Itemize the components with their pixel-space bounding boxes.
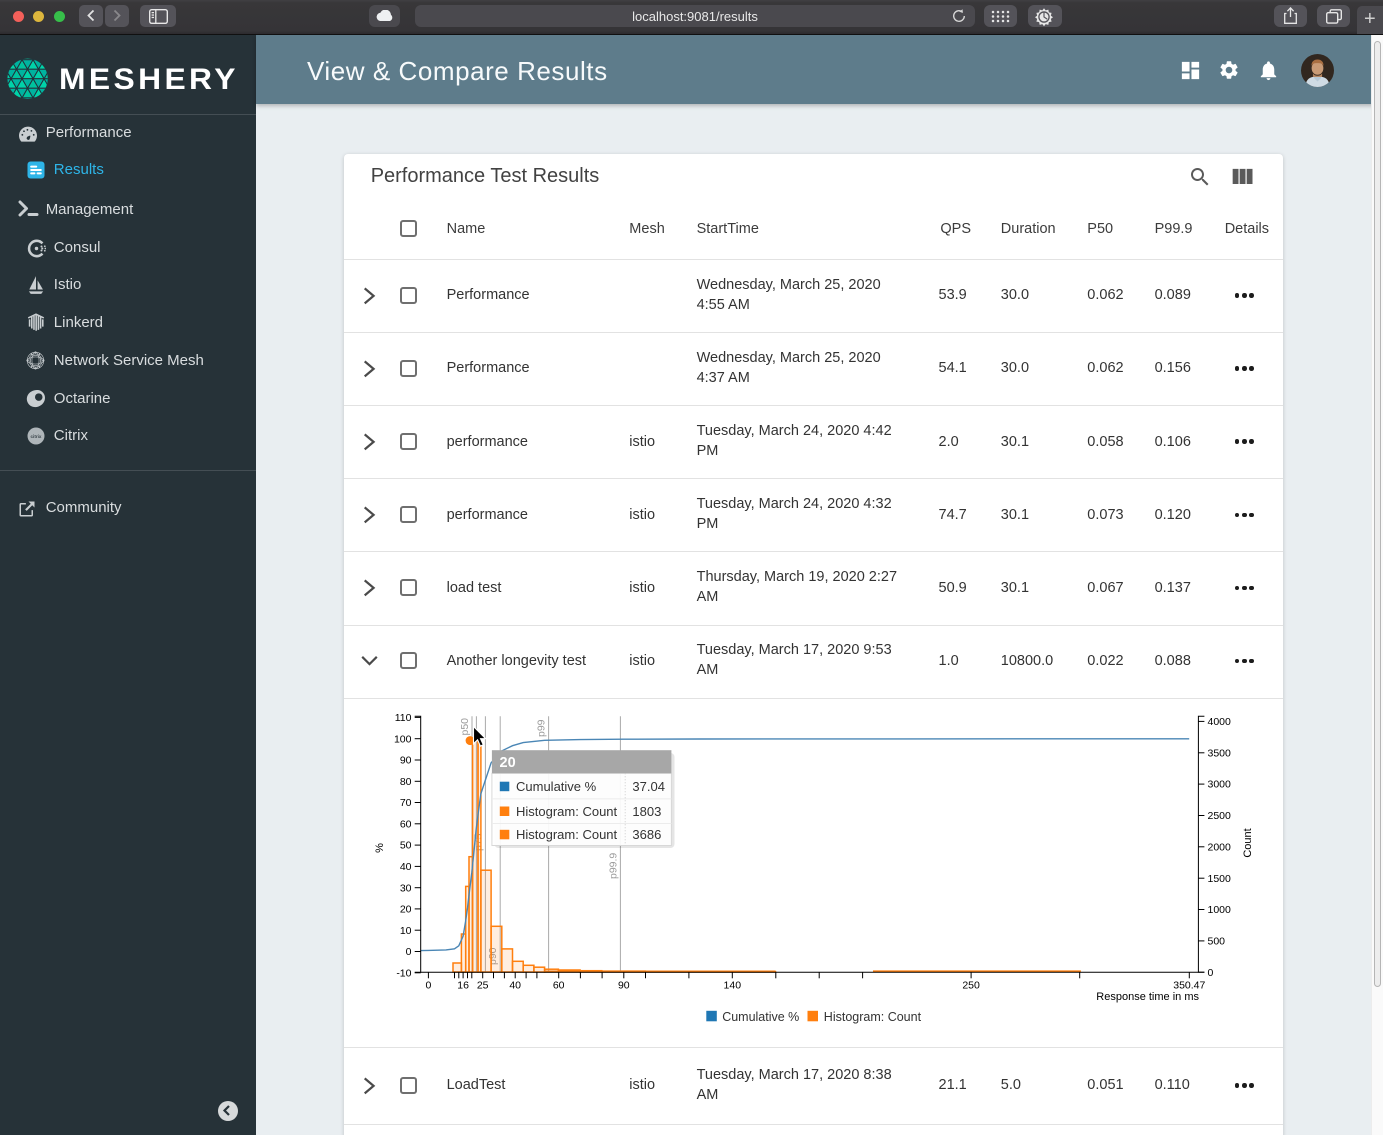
svg-text:Cumulative %: Cumulative %: [722, 1010, 799, 1024]
svg-text:2500: 2500: [1208, 810, 1232, 822]
svg-text:20: 20: [500, 755, 516, 771]
svg-text:40: 40: [509, 980, 521, 992]
svg-text:Count: Count: [1242, 828, 1254, 857]
svg-text:1500: 1500: [1208, 873, 1232, 885]
svg-text:1803: 1803: [632, 804, 661, 819]
svg-text:2000: 2000: [1208, 841, 1232, 853]
svg-text:25: 25: [477, 980, 489, 992]
svg-text:1000: 1000: [1208, 904, 1232, 916]
svg-text:500: 500: [1208, 936, 1226, 948]
svg-text:p50: p50: [459, 718, 471, 736]
svg-text:70: 70: [400, 797, 412, 809]
svg-text:4000: 4000: [1208, 716, 1232, 728]
svg-text:60: 60: [553, 980, 565, 992]
svg-text:30: 30: [400, 882, 412, 894]
svg-text:3686: 3686: [632, 827, 661, 842]
svg-text:Histogram: Count: Histogram: Count: [516, 804, 618, 819]
svg-text:110: 110: [395, 712, 412, 724]
svg-text:p99.9: p99.9: [607, 853, 619, 879]
svg-text:p99: p99: [536, 719, 548, 737]
svg-text:37.04: 37.04: [632, 779, 665, 794]
svg-text:3500: 3500: [1208, 747, 1232, 759]
svg-text:20: 20: [400, 904, 412, 916]
svg-text:0: 0: [1208, 967, 1214, 979]
svg-text:90: 90: [400, 755, 412, 767]
svg-text:100: 100: [394, 733, 412, 745]
svg-text:Cumulative %: Cumulative %: [516, 779, 597, 794]
svg-text:%: %: [374, 843, 386, 853]
svg-text:3000: 3000: [1208, 779, 1232, 791]
svg-text:50: 50: [400, 840, 412, 852]
svg-text:60: 60: [400, 818, 412, 830]
svg-text:16: 16: [457, 980, 469, 992]
svg-text:350.47: 350.47: [1173, 980, 1205, 992]
svg-text:250: 250: [962, 980, 980, 992]
svg-text:Histogram: Count: Histogram: Count: [824, 1010, 922, 1024]
svg-text:90: 90: [618, 980, 630, 992]
svg-text:40: 40: [400, 861, 412, 873]
svg-text:140: 140: [724, 980, 742, 992]
svg-text:citrix: citrix: [30, 434, 41, 439]
svg-text:10: 10: [400, 925, 412, 937]
svg-text:80: 80: [400, 776, 412, 788]
svg-text:Response time in ms: Response time in ms: [1096, 991, 1199, 1003]
svg-text:Histogram: Count: Histogram: Count: [516, 827, 618, 842]
svg-text:p90: p90: [487, 947, 499, 965]
svg-text:0: 0: [406, 946, 412, 958]
svg-text:0: 0: [425, 980, 431, 992]
svg-text:-10: -10: [396, 967, 411, 979]
